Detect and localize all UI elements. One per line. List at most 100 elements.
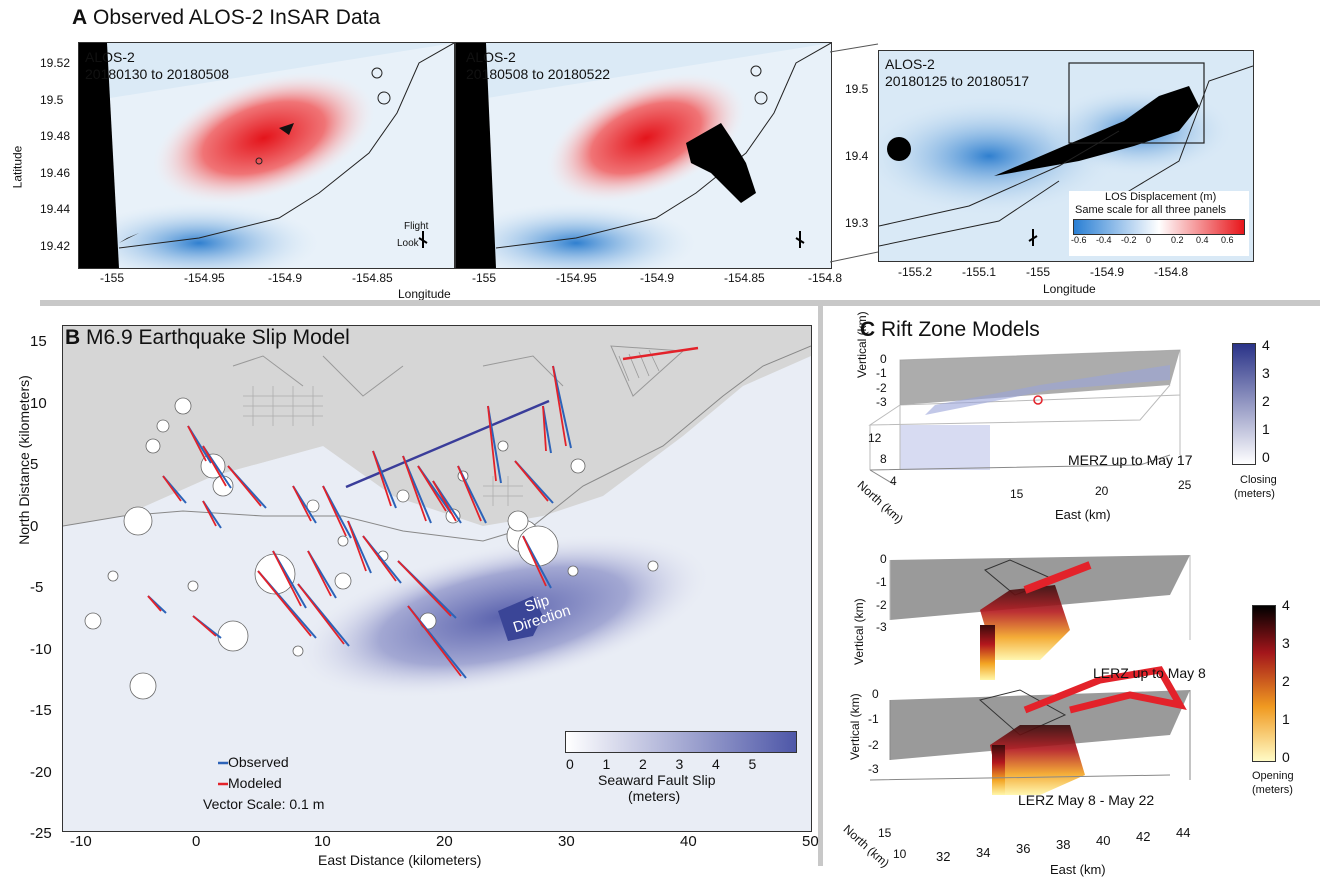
slip-model-map: Slip Direction B M6.9 Earthquake Slip Mod… <box>62 325 812 832</box>
displacement-vector <box>407 605 467 679</box>
lerz1-zlabel: Vertical (km) <box>852 598 866 665</box>
merz-xlabel: East (km) <box>1055 507 1111 522</box>
map2-xtick-0: -155 <box>472 271 497 285</box>
displacement-vector <box>457 465 487 524</box>
los-tick-4: 0.2 <box>1171 235 1184 245</box>
aftershock-circle <box>107 570 119 582</box>
lerz2-zlabel: Vertical (km) <box>848 693 862 760</box>
displacement-vector <box>192 615 222 639</box>
map1-xtick-3: -154.85 <box>352 271 393 285</box>
opening-tick-2: 2 <box>1282 673 1290 689</box>
aftershock-circle <box>334 572 352 590</box>
panel-a-xlabel-right: Longitude <box>1043 282 1096 296</box>
merz-label: MERZ up to May 17 <box>1068 452 1193 468</box>
slip-colorbar-title: Seaward Fault Slip <box>598 772 716 788</box>
merz-ztick-3: -3 <box>876 395 887 409</box>
map2-xtick-1: -154.95 <box>556 271 597 285</box>
los-colorbar-title: LOS Displacement (m) <box>1105 191 1217 203</box>
los-tick-3: 0 <box>1146 235 1152 245</box>
lerz2-ztick-3: -3 <box>868 762 879 776</box>
slip-tick-2: 2 <box>639 756 647 772</box>
lerz2-xlabel: East (km) <box>1050 862 1106 877</box>
panel-b-title: B M6.9 Earthquake Slip Model <box>65 326 350 349</box>
map2-xtick-4: -154.8 <box>808 271 843 285</box>
displacement-vector <box>542 405 552 454</box>
map1-xtick-1: -154.95 <box>184 271 225 285</box>
opening-tick-4: 0 <box>1282 749 1290 765</box>
panel-a-ylabel: Latitude <box>10 145 25 189</box>
insar-map-1: ALOS-2 20180130 to 20180508 Flight Look <box>78 42 455 269</box>
map-2-label: ALOS-2 20180508 to 20180522 <box>466 49 611 82</box>
lerz1-ztick-3: -3 <box>876 620 887 634</box>
panel-b-xtick-3: 20 <box>436 833 453 850</box>
panel-b-ytick-2: 5 <box>30 456 39 473</box>
lerz2-xtick-2: 36 <box>1016 841 1031 856</box>
panel-b-xlabel: East Distance (kilometers) <box>318 852 482 868</box>
lerz2-ztick-2: -2 <box>868 738 879 752</box>
map-3-label: ALOS-2 20180125 to 20180517 <box>885 56 1030 89</box>
map3-xtick-0: -155.2 <box>898 265 933 279</box>
insar-map-2: ALOS-2 20180508 to 20180522 <box>455 42 832 269</box>
legend-observed: Observed <box>228 754 289 770</box>
lerz2-xtick-5: 42 <box>1136 829 1151 844</box>
panel-b-ytick-0: 15 <box>30 333 47 350</box>
insar-map-2-graphic <box>456 43 831 268</box>
aftershock-circle <box>396 489 410 503</box>
displacement-vector <box>432 480 462 524</box>
opening-tick-0: 4 <box>1282 597 1290 613</box>
displacement-vector <box>307 550 337 599</box>
map1-xtick-0: -155 <box>100 271 125 285</box>
aftershock-circle <box>129 672 157 700</box>
lerz1-ztick-1: -1 <box>876 575 887 589</box>
legend-vector-scale: Vector Scale: 0.1 m <box>203 796 325 812</box>
panel-a-ytick-1: 19.5 <box>40 92 64 107</box>
displacement-vector <box>552 365 572 449</box>
closing-tick-1: 3 <box>1262 365 1270 381</box>
lerz2-label: LERZ May 8 - May 22 <box>1018 792 1155 808</box>
lerz2-ytick-15: 15 <box>878 826 892 840</box>
displacement-vector <box>187 425 212 464</box>
los-tick-0: -0.6 <box>1071 235 1087 245</box>
lerz2-xtick-0: 32 <box>936 849 951 864</box>
panel-b-xtick-1: 0 <box>192 833 201 850</box>
displacement-vector <box>227 465 267 509</box>
displacement-vector <box>522 535 552 589</box>
opening-tick-1: 3 <box>1282 635 1290 651</box>
aftershock-circle <box>507 510 529 532</box>
opening-title: Opening <box>1252 770 1294 782</box>
lerz2-ytick-10: 10 <box>893 847 907 861</box>
aftershock-circle <box>292 645 304 657</box>
panel-b-ytick-7: -20 <box>30 763 52 781</box>
merz-xtick-20: 20 <box>1095 484 1109 498</box>
panel-b-xtick-6: 50 <box>802 833 819 850</box>
panel-a-ytick-3: 19.46 <box>40 165 71 180</box>
slip-colorbar-units: (meters) <box>628 788 681 804</box>
aftershock-circle <box>187 580 199 592</box>
displacement-vector <box>362 535 402 584</box>
map2-xtick-3: -154.85 <box>724 271 765 285</box>
insar-map-3-graphic <box>879 51 1253 261</box>
aftershock-circle <box>306 499 320 513</box>
panel-c-title: C Rift Zone Models <box>860 318 1040 341</box>
slip-tick-4: 4 <box>712 756 720 772</box>
panel-b-ytick-5: -10 <box>30 640 52 658</box>
displacement-vector <box>417 465 452 514</box>
lerz2-xtick-4: 40 <box>1096 833 1111 848</box>
slip-direction-arrow <box>498 596 543 641</box>
lerz2-xtick-3: 38 <box>1056 837 1071 852</box>
slip-colorbar <box>565 731 797 753</box>
map3-xtick-3: -154.9 <box>1090 265 1125 279</box>
insar-map-3: ALOS-2 20180125 to 20180517 LOS Displace… <box>878 50 1254 262</box>
aftershock-circle <box>84 612 102 630</box>
panel-a-xlabel: Longitude <box>398 287 451 301</box>
zoom-connector <box>830 43 879 263</box>
panel-b-ytick-8: -25 <box>30 825 52 842</box>
los-tick-2: -0.2 <box>1121 235 1137 245</box>
aftershock-circle <box>337 535 349 547</box>
panel-b-ytick-4: -5 <box>30 579 44 596</box>
los-tick-6: 0.6 <box>1221 235 1234 245</box>
slip-tick-0: 0 <box>566 756 574 772</box>
map-1-label: ALOS-2 20180130 to 20180508 <box>85 49 230 82</box>
map3-ytick-1: 19.4 <box>845 149 869 163</box>
merz-zlabel: Vertical (km) <box>855 311 869 378</box>
